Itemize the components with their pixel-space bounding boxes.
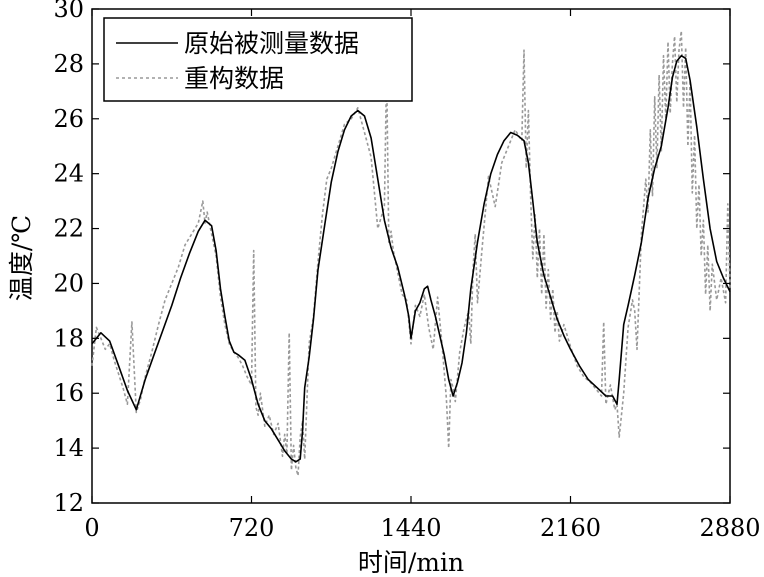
y-tick-label: 28 [53,50,84,78]
y-tick-label: 18 [53,324,84,352]
y-tick-label: 16 [53,379,84,407]
x-tick-label: 2880 [699,514,760,542]
y-tick-label: 20 [53,269,84,297]
ticks-layer: 0 720 1440 2160 2880 12 14 16 18 20 22 24 26 28 30 [53,0,760,542]
y-tick-label: 24 [53,160,84,188]
x-tick-label: 2160 [540,514,601,542]
legend-box [103,17,413,102]
x-tick-label: 720 [229,514,275,542]
legend-label-original: 原始被测量数据 [184,29,359,58]
y-tick-label: 14 [53,434,84,462]
x-tick-label: 1440 [380,514,441,542]
legend: 原始被测量数据 重构数据 [103,17,413,102]
y-tick-label: 30 [53,0,84,23]
y-tick-label: 26 [53,105,84,133]
y-tick-label: 22 [53,215,84,243]
y-axis-title: 温度/℃ [7,215,36,301]
series-layer [91,30,731,477]
x-axis-title: 时间/min [358,548,464,577]
x-tick-label: 0 [84,514,99,542]
series-line-original [91,54,731,463]
y-tick-label: 12 [53,489,84,517]
legend-label-reconstructed: 重构数据 [184,64,284,93]
